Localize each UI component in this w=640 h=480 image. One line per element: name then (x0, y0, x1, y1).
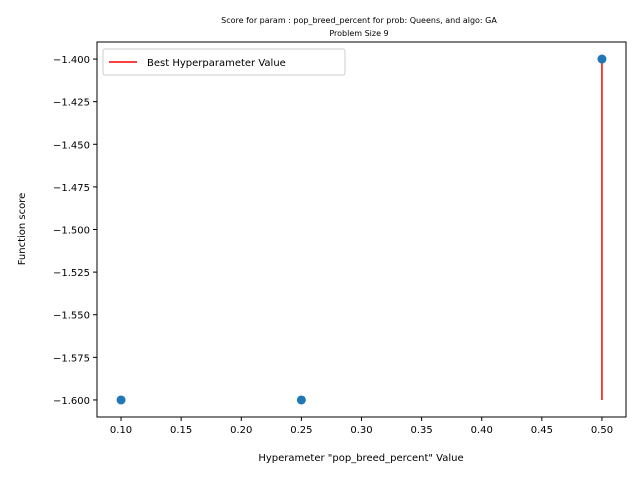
y-axis-label: Function score (17, 193, 28, 266)
x-axis-label: Hyperameter "pop_breed_percent" Value (258, 453, 463, 464)
data-point (116, 395, 126, 405)
y-tick-label: −1.575 (53, 353, 90, 364)
chart-title: Score for param : pop_breed_percent for … (221, 16, 497, 25)
x-tick-label: 0.20 (230, 425, 252, 436)
x-tick-label: 0.10 (110, 425, 132, 436)
x-tick-label: 0.30 (350, 425, 372, 436)
legend: Best Hyperparameter Value (102, 48, 346, 76)
y-tick-label: −1.550 (53, 311, 90, 322)
plot-area (96, 41, 627, 418)
x-tick-label: 0.15 (170, 425, 192, 436)
y-tick-label: −1.450 (53, 140, 90, 151)
legend-box (102, 48, 346, 76)
legend-label-best-line: Best Hyperparameter Value (147, 58, 286, 69)
x-tick-label: 0.50 (591, 425, 613, 436)
y-tick-label: −1.600 (53, 396, 90, 407)
x-axis-ticks: 0.10 0.15 0.20 0.25 0.30 0.35 0.40 0.45 0.50 (110, 417, 613, 436)
y-axis-ticks: −1.400 −1.425 −1.450 −1.475 −1.500 −1.525 −1.5… (53, 55, 97, 407)
x-tick-label: 0.40 (471, 425, 493, 436)
x-tick-label: 0.45 (531, 425, 553, 436)
data-points (116, 54, 607, 405)
chart-subtitle: Problem Size 9 (329, 29, 388, 38)
y-tick-label: −1.425 (53, 98, 90, 109)
y-tick-label: −1.475 (53, 183, 90, 194)
x-tick-label: 0.35 (410, 425, 432, 436)
data-point (597, 54, 607, 64)
x-tick-label: 0.25 (290, 425, 312, 436)
data-point (296, 395, 306, 405)
y-tick-label: −1.500 (53, 226, 90, 237)
y-tick-label: −1.525 (53, 268, 90, 279)
y-tick-label: −1.400 (53, 55, 90, 66)
